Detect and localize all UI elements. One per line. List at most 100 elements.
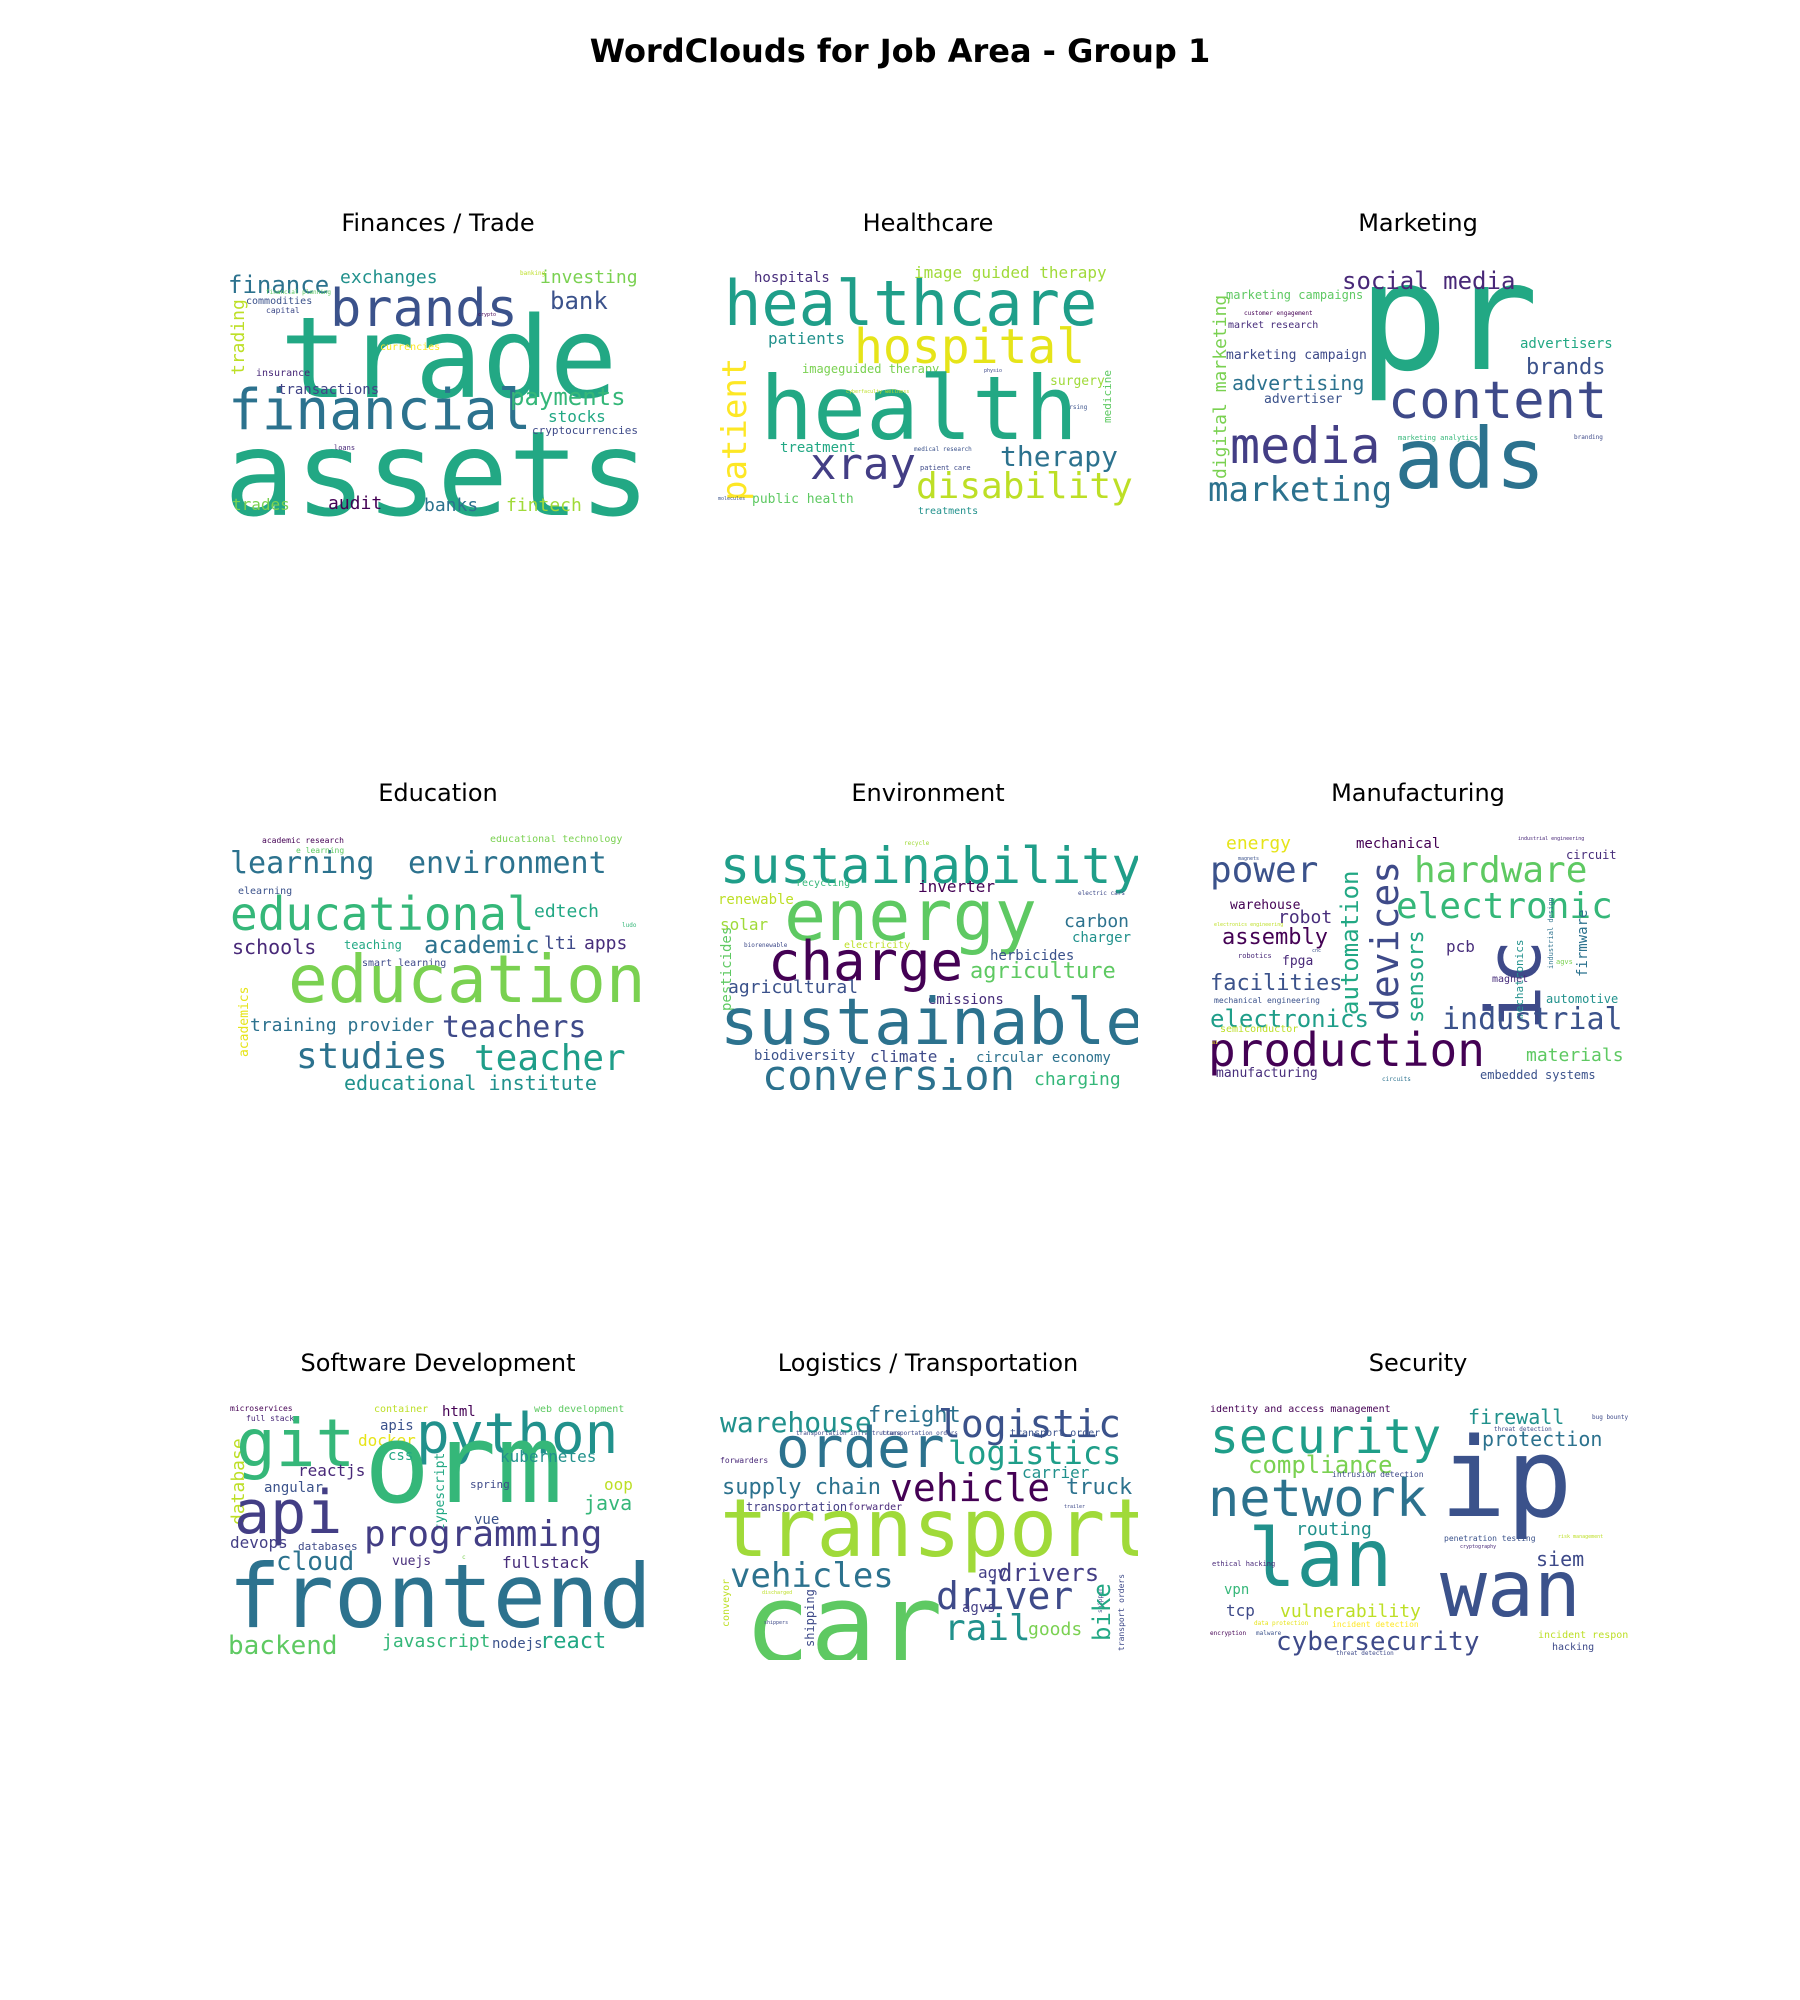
cloud-word: vpn: [1224, 1582, 1250, 1598]
cloud-word: market research: [1228, 320, 1319, 331]
cloud-word: trailer: [1064, 1504, 1086, 1510]
cloud-word: freight: [868, 1405, 961, 1428]
cloud-word: drivers: [998, 1559, 1100, 1587]
cloud-word: biorenewable: [744, 942, 788, 949]
wordcloud-panel: Finances / Trade trade assets financial bran…: [228, 209, 648, 521]
cloud-word: payments: [510, 383, 626, 411]
cloud-word: e learning: [296, 846, 345, 855]
figure-title: WordClouds for Job Area - Group 1: [589, 32, 1211, 70]
cloud-word: circuit: [1566, 848, 1617, 862]
cloud-word: industrial design: [1547, 897, 1555, 969]
cloud-word: circuits: [1382, 1076, 1411, 1083]
cloud-word: cryptocurrencies: [532, 424, 638, 437]
cloud-word: climate: [870, 1047, 938, 1066]
cloud-word: trades: [232, 495, 290, 514]
wordcloud-title: Environment: [851, 779, 1005, 807]
wordcloud-area: trade assets financial brands finance exchang…: [228, 265, 648, 521]
cloud-word: bank: [550, 287, 608, 315]
cloud-word: electronics: [1210, 1005, 1369, 1033]
cloud-word: compliance: [1248, 1451, 1393, 1479]
cloud-word: academic: [424, 931, 540, 959]
wordcloud-area: microservices full stack container html web …: [228, 1405, 648, 1660]
cloud-word: treatment: [780, 440, 856, 456]
cloud-word: financial: [228, 378, 532, 443]
cloud-word: capital: [266, 306, 300, 315]
cloud-word: biodiversity: [754, 1048, 856, 1064]
cloud-word: wan: [1440, 1545, 1581, 1635]
cloud-word: electronic: [1396, 886, 1613, 927]
cloud-word: agriculture: [970, 959, 1116, 984]
cloud-word: embedded systems: [1480, 1068, 1596, 1082]
cloud-word: finance: [228, 271, 330, 299]
cloud-word: learning: [230, 846, 375, 881]
cloud-word: data protection: [1254, 1620, 1309, 1627]
cloud-word: content: [1388, 371, 1608, 431]
cloud-word: transactions: [278, 382, 380, 398]
cloud-word: industrial: [1442, 1002, 1623, 1037]
wordcloud-area: identity and access management firewall bu…: [1208, 1405, 1628, 1660]
cloud-word: training provider: [250, 1015, 435, 1036]
cloud-word: recycling: [796, 878, 851, 889]
wordcloud-panel: Marketing pr social media digital marketing…: [1208, 209, 1628, 520]
cloud-word: industrial engineering: [1518, 836, 1585, 842]
cloud-word: databases: [298, 1540, 358, 1553]
cloud-word: react: [540, 1629, 607, 1654]
cloud-word: bug bounty: [1592, 1414, 1628, 1421]
cloud-word: brands: [330, 279, 518, 339]
cloud-word: imageguided therapy: [802, 362, 940, 376]
cloud-word: assembly: [1222, 925, 1328, 950]
cloud-word: apis: [380, 1418, 414, 1434]
cloud-word: charging: [1034, 1069, 1121, 1090]
cloud-word: education: [288, 941, 646, 1018]
cloud-word: lan: [1248, 1512, 1393, 1605]
cloud-word: risk management: [1558, 1534, 1604, 1540]
wordcloud-area: academic research educational technology l…: [228, 835, 648, 1090]
cloud-word: mechanical engineering: [1214, 996, 1320, 1005]
cloud-word: media: [1230, 417, 1381, 475]
cloud-word: rail: [944, 1608, 1031, 1649]
wordcloud-title: Software Development: [300, 1349, 576, 1377]
cloud-word: backend: [228, 1631, 338, 1660]
cloud-word: microservices: [230, 1405, 293, 1413]
cloud-word: ai: [1212, 1040, 1219, 1046]
wordcloud-area: pr social media digital marketing marketing…: [1208, 265, 1628, 520]
cloud-word: lti: [544, 933, 577, 954]
cloud-word: advertisers: [1520, 336, 1613, 352]
cloud-word: agvs: [962, 1600, 996, 1616]
cloud-word: agricultural: [728, 977, 859, 998]
cloud-word: semiconductor: [1220, 1024, 1299, 1035]
cloud-word: fullstack: [502, 1553, 589, 1572]
cloud-word: devices: [1363, 860, 1407, 1021]
wordcloud-area: sustainability recycle recycling renewable i…: [718, 835, 1138, 1091]
cloud-word: vehicle: [890, 1466, 1051, 1510]
cloud-word: sustainable: [720, 986, 1138, 1060]
cloud-word: materials: [1526, 1045, 1624, 1066]
wordcloud-title: Manufacturing: [1331, 779, 1505, 807]
cloud-word: herbicides: [990, 948, 1075, 964]
cloud-word: patient care: [920, 464, 971, 472]
cloud-word: javascript: [382, 1631, 491, 1652]
cloud-word: image guided therapy: [914, 265, 1107, 282]
cloud-word: teachers: [442, 1010, 587, 1045]
cloud-word: health: [760, 357, 1078, 460]
cloud-word: warehouse: [1230, 898, 1301, 913]
cloud-word: forwarders: [720, 1456, 769, 1465]
cloud-word: transportation orders: [882, 1430, 958, 1437]
cloud-word: orm: [364, 1405, 563, 1528]
cloud-word: recycle: [904, 840, 930, 847]
cloud-word: warehouse: [720, 1406, 872, 1439]
cloud-word: investing: [540, 267, 638, 288]
cloud-word: hardware: [1414, 850, 1588, 891]
cloud-word: exchanges: [340, 267, 438, 288]
cloud-word: electricity: [844, 940, 911, 951]
cloud-word: devops: [230, 1533, 288, 1552]
cloud-word: medical research: [914, 446, 972, 453]
cloud-word: circular economy: [976, 1050, 1111, 1066]
cloud-word: fintech: [506, 495, 582, 516]
cloud-word: edtech: [534, 901, 600, 922]
cloud-word: order: [776, 1416, 945, 1481]
cloud-word: academic research: [262, 836, 344, 845]
cloud-word: elearning: [238, 886, 293, 897]
cloud-word: crypto: [478, 312, 497, 318]
cloud-word: git: [236, 1405, 356, 1482]
